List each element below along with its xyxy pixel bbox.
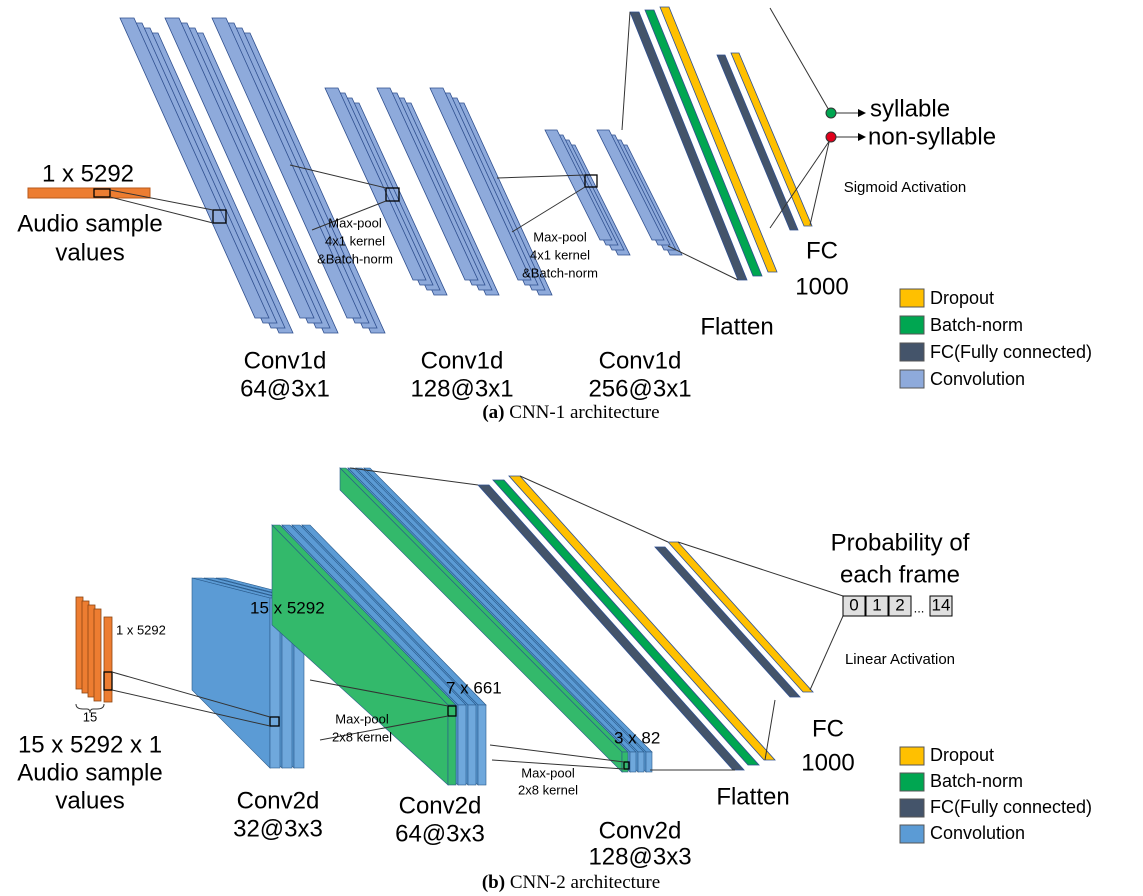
conv-slab <box>478 705 486 785</box>
layer-name: Conv2d <box>237 787 320 814</box>
input-frame: 1 x 5292 <box>116 622 166 637</box>
caption: (a) CNN-1 architecture <box>482 402 659 423</box>
input-size: 1 x 5292 <box>42 160 134 187</box>
connector <box>810 138 830 225</box>
legend-swatch <box>900 825 924 843</box>
output-node <box>826 108 836 118</box>
connector <box>810 616 843 690</box>
output-ellipsis: ... <box>914 600 925 615</box>
layer-spec: 128@3x1 <box>410 375 513 402</box>
output-label: non-syllable <box>868 123 996 150</box>
flatten-label: Flatten <box>716 783 789 810</box>
legend-swatch <box>900 773 924 791</box>
legend-label: Batch-norm <box>930 315 1023 335</box>
pool-label: Max-pool <box>521 765 575 780</box>
layer-name: Conv1d <box>599 347 682 374</box>
output-cell: 0 <box>849 595 858 614</box>
arrow-head <box>858 133 866 141</box>
input-bar <box>28 188 150 198</box>
connector <box>770 8 830 112</box>
caption-text: CNN-1 architecture <box>509 402 659 423</box>
figure: 1 x 5292 Audio sample values Max-pool 4x… <box>0 0 1143 896</box>
output-cell: 14 <box>932 595 951 614</box>
layer-name: Conv1d <box>244 347 327 374</box>
connector <box>765 700 775 760</box>
legend-label: Dropout <box>930 745 994 765</box>
input-frame <box>94 609 101 701</box>
legend-label: Convolution <box>930 823 1025 843</box>
activation-label: Sigmoid Activation <box>844 179 967 196</box>
layer-name: Conv2d <box>599 817 682 844</box>
dropout-bar <box>509 476 775 760</box>
legend-swatch <box>900 343 924 361</box>
input-label: values <box>55 239 124 266</box>
pool-label: 4x1 kernel <box>530 247 590 262</box>
fc-bar <box>630 12 747 280</box>
input-label: Audio sample <box>17 210 162 237</box>
legend-label: Convolution <box>930 369 1025 389</box>
output-title: Probability of <box>831 529 970 556</box>
activation-label: Linear Activation <box>845 651 955 668</box>
fc-label: 1000 <box>801 749 854 776</box>
fc-label: FC <box>806 237 838 264</box>
batchnorm-slab <box>448 705 456 785</box>
layer-name: Conv1d <box>421 347 504 374</box>
input-label: values <box>55 787 124 814</box>
layer-name: Conv2d <box>399 792 482 819</box>
output-cell: 1 <box>872 595 881 614</box>
layer-spec: 256@3x1 <box>588 375 691 402</box>
pool-label: &Batch-norm <box>317 251 393 266</box>
caption: (b) CNN-2 architecture <box>482 872 660 893</box>
layer-spec: 64@3x3 <box>395 820 485 847</box>
legend-swatch <box>900 289 924 307</box>
flatten-label: Flatten <box>700 313 773 340</box>
feature-size: 3 x 82 <box>614 728 660 747</box>
output-cell: 2 <box>895 595 904 614</box>
legend-swatch <box>900 747 924 765</box>
arrow-head <box>858 109 866 117</box>
legend-swatch <box>900 370 924 388</box>
legend-label: Batch-norm <box>930 771 1023 791</box>
legend-label: FC(Fully connected) <box>930 797 1092 817</box>
output-node <box>826 132 836 142</box>
layer-spec: 128@3x3 <box>588 843 691 870</box>
layer-spec: 64@3x1 <box>240 375 330 402</box>
pool-label: Max-pool <box>533 229 587 244</box>
connector <box>512 187 585 232</box>
connector <box>622 12 630 130</box>
pool-label: 4x1 kernel <box>325 233 385 248</box>
conv-slab <box>458 705 466 785</box>
pool-label: 2x8 kernel <box>332 729 392 744</box>
output-title: each frame <box>840 561 960 588</box>
connector <box>110 190 213 210</box>
caption-label: (b) <box>482 872 505 893</box>
conv-slab <box>630 752 636 772</box>
legend-label: Dropout <box>930 288 994 308</box>
legend-swatch <box>900 316 924 334</box>
input-label: Audio sample <box>17 759 162 786</box>
input-frame <box>104 617 112 702</box>
pool-label: Max-pool <box>335 711 389 726</box>
feature-size: 7 x 661 <box>446 678 502 697</box>
conv-slab <box>638 752 644 772</box>
conv-slab <box>468 705 476 785</box>
input-size: 15 x 5292 x 1 <box>18 731 162 758</box>
fc-label: 1000 <box>795 273 848 300</box>
legend-swatch <box>900 799 924 817</box>
layer-spec: 32@3x3 <box>233 815 323 842</box>
output-label: syllable <box>870 95 950 122</box>
pool-label: 2x8 kernel <box>518 782 578 797</box>
input-count: 15 <box>83 709 97 724</box>
conv-slab <box>646 752 652 772</box>
fc-label: FC <box>812 715 844 742</box>
conv-bar <box>545 130 612 240</box>
caption-text: CNN-2 architecture <box>510 872 660 893</box>
legend-label: FC(Fully connected) <box>930 342 1092 362</box>
caption-label: (a) <box>482 402 504 423</box>
feature-size: 15 x 5292 <box>250 598 325 617</box>
pool-label: Max-pool <box>328 215 382 230</box>
pool-label: &Batch-norm <box>522 265 598 280</box>
